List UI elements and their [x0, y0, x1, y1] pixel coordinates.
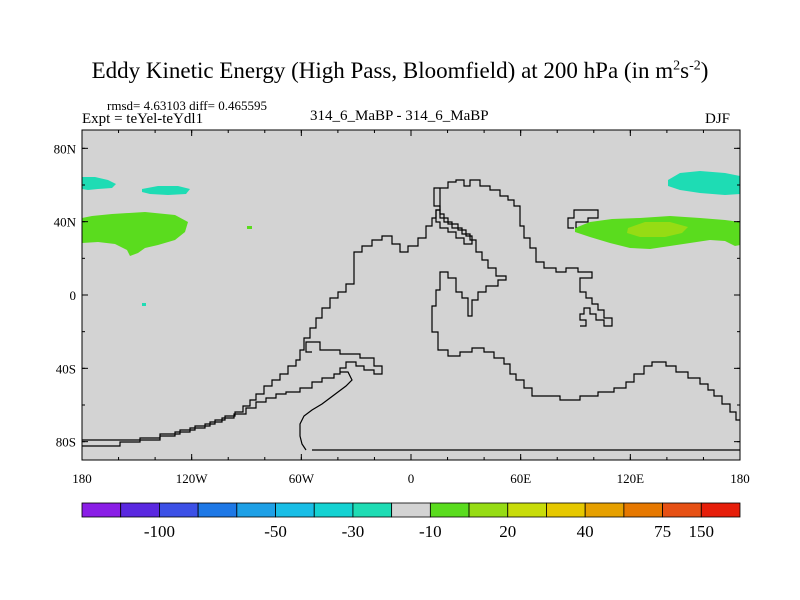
- stats-text: rmsd= 4.63103 diff= 0.465595: [107, 98, 267, 113]
- anomaly-region-n-pacific-west: [82, 212, 188, 256]
- colorbar-swatch-10: [468, 502, 509, 518]
- anomaly-fills: [82, 171, 740, 306]
- anomaly-region-arctic-west: [82, 177, 116, 190]
- colorbar-label-5: 40: [577, 522, 594, 541]
- coastline-americas: [82, 188, 441, 441]
- coastline-south-america-east: [82, 341, 383, 447]
- colorbar-label-0: -100: [144, 522, 175, 541]
- y-tick-label: 80N: [54, 141, 77, 156]
- colorbar-swatch-0: [81, 502, 122, 518]
- anomaly-dot-a: [247, 226, 252, 229]
- x-tick-label: 120E: [617, 471, 645, 486]
- chart-title: Eddy Kinetic Energy (High Pass, Bloomfie…: [91, 58, 709, 83]
- colorbar-label-7: 150: [689, 522, 715, 541]
- colorbar-swatch-16: [700, 502, 741, 518]
- anomaly-region-n-pacific-core: [627, 222, 688, 237]
- x-tick-label: 180: [730, 471, 750, 486]
- coastline-europe-islands: [435, 209, 473, 245]
- colorbar-label-6: 75: [654, 522, 671, 541]
- axis-ticks: [81, 130, 741, 460]
- x-tick-label: 120W: [176, 471, 209, 486]
- x-tick-label: 60E: [510, 471, 531, 486]
- anomaly-region-n-pacific-small: [142, 186, 190, 195]
- colorbar-label-2: -30: [342, 522, 365, 541]
- y-tick-label: 40S: [56, 361, 76, 376]
- colorbar-swatch-6: [313, 502, 354, 518]
- y-tick-label: 0: [70, 288, 77, 303]
- colorbar-swatch-14: [623, 502, 663, 518]
- x-tick-label: 180: [72, 471, 92, 486]
- colorbar-swatch-7: [352, 502, 393, 518]
- coastline-africa: [431, 187, 740, 421]
- colorbar-swatch-3: [197, 502, 238, 518]
- experiment-label: Expt = teYel-teYdl1: [82, 111, 204, 127]
- colorbar-swatch-9: [429, 502, 470, 518]
- colorbar-swatch-11: [507, 502, 547, 518]
- axis-tick-labels: 180 120W 60W 0 60E 120E 180 80N 40N 0 40S 80S: [54, 141, 750, 486]
- map-background: [82, 130, 740, 460]
- anomaly-region-arctic-east: [668, 171, 740, 195]
- y-tick-label: 80S: [56, 435, 76, 450]
- colorbar-label-4: 20: [499, 522, 516, 541]
- case-label: 314_6_MaBP - 314_6_MaBP: [310, 108, 489, 124]
- colorbar-swatch-1: [120, 502, 160, 518]
- colorbar-swatch-4: [236, 502, 276, 518]
- season-label: DJF: [705, 111, 731, 127]
- coastlines: [82, 179, 740, 451]
- coastline-asia-north: [567, 209, 599, 229]
- colorbar-label-3: -10: [419, 522, 442, 541]
- colorbar-labels: -100 -50 -30 -10 20 40 75 150: [144, 522, 714, 541]
- colorbar-swatch-5: [275, 502, 315, 518]
- colorbar-swatch-13: [584, 502, 625, 518]
- colorbar-swatch-15: [662, 502, 702, 518]
- x-tick-label: 60W: [289, 471, 315, 486]
- colorbar: [81, 502, 741, 518]
- y-tick-label: 40N: [54, 215, 77, 230]
- anomaly-dot-b: [142, 303, 146, 306]
- colorbar-swatch-12: [546, 502, 586, 518]
- colorbar-swatch-8: [391, 502, 431, 518]
- colorbar-swatch-2: [159, 502, 199, 518]
- colorbar-label-1: -50: [264, 522, 287, 541]
- coastline-south-america-tip: [299, 371, 353, 451]
- coastline-eurasia: [440, 179, 613, 327]
- x-tick-label: 0: [408, 471, 415, 486]
